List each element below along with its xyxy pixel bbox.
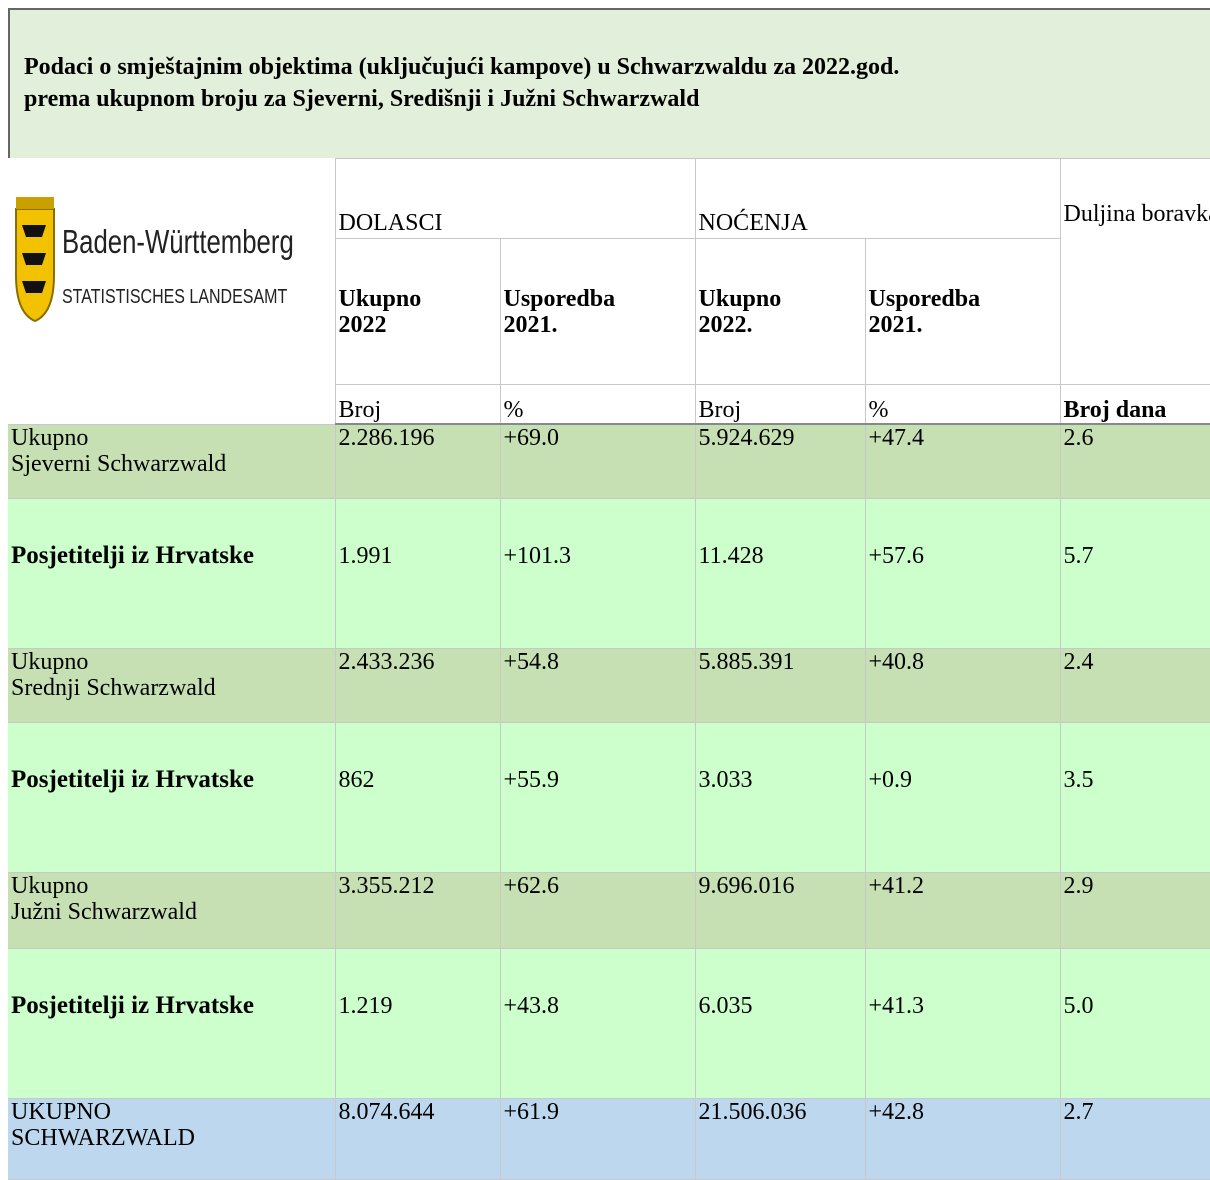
text-line: Posjetitelji iz Hrvatske: [11, 542, 254, 569]
text-line: SCHWARZWALD: [11, 1125, 195, 1151]
value-cell: +43.8: [499, 948, 696, 1099]
value-cell: +62.6: [499, 872, 696, 949]
value-cell: +40.8: [864, 648, 1061, 723]
value-cell: 2.286.196: [334, 423, 501, 499]
text-line: Posjetitelji iz Hrvatske: [11, 766, 254, 793]
value-cell: 1.219: [334, 948, 501, 1099]
row-label: Posjetitelji iz Hrvatske: [8, 948, 336, 1099]
value-cell: 3.5: [1059, 722, 1210, 873]
text-line: Sjeverni Schwarzwald: [11, 450, 227, 477]
data-row: Posjetitelji iz Hrvatske 862 +55.9 3.033 +0.…: [8, 722, 1210, 873]
column-header: Ukupno 2022.: [694, 238, 866, 385]
row-label: Ukupno Sjeverni Schwarzwald: [8, 423, 336, 499]
unit-cell: %: [864, 384, 1061, 425]
title-box: Podaci o smještajnim objektima (uključuj…: [8, 8, 1210, 158]
value-cell: 2.4: [1059, 648, 1210, 723]
data-row: Ukupno Srednji Schwarzwald 2.433.236 +54.8 5…: [8, 648, 1210, 723]
data-row: Ukupno Južni Schwarzwald 3.355.212 +62.6 9.6…: [8, 872, 1210, 949]
value-cell: 8.074.644: [334, 1098, 501, 1180]
data-table: Baden-Württemberg STATISTISCHES LANDESAMT…: [8, 158, 1210, 1180]
value-cell: 9.696.016: [694, 872, 866, 949]
value-cell: 5.0: [1059, 948, 1210, 1099]
unit-cell: Broj dana: [1059, 384, 1210, 425]
value-cell: 1.991: [334, 498, 501, 649]
row-label: Ukupno Južni Schwarzwald: [8, 872, 336, 949]
row-label: Posjetitelji iz Hrvatske: [8, 498, 336, 649]
group-header: DOLASCI: [334, 158, 696, 239]
value-cell: 21.506.036: [694, 1098, 866, 1180]
text-line: Usporedba: [503, 285, 616, 312]
data-row: Ukupno Sjeverni Schwarzwald 2.286.196 +69.0…: [8, 423, 1210, 499]
value-cell: +55.9: [499, 722, 696, 873]
value-cell: +42.8: [864, 1098, 1061, 1180]
data-row: Posjetitelji iz Hrvatske 1.991 +101.3 11.42…: [8, 498, 1210, 649]
text-line: Ukupno: [11, 424, 89, 451]
value-cell: +57.6: [864, 498, 1061, 649]
data-row: Posjetitelji iz Hrvatske 1.219 +43.8 6.035 +…: [8, 948, 1210, 1099]
value-cell: 2.433.236: [334, 648, 501, 723]
value-cell: 2.6: [1059, 423, 1210, 499]
value-cell: +41.2: [864, 872, 1061, 949]
value-cell: 5.885.391: [694, 648, 866, 723]
value-cell: 11.428: [694, 498, 866, 649]
group-header: NOĆENJA: [694, 158, 1061, 239]
value-cell: +47.4: [864, 423, 1061, 499]
value-cell: +41.3: [864, 948, 1061, 1099]
text-line: 2022: [338, 311, 387, 338]
value-cell: +0.9: [864, 722, 1061, 873]
value-cell: 6.035: [694, 948, 866, 1099]
logo-cell: Baden-Württemberg STATISTISCHES LANDESAMT: [8, 158, 336, 425]
value-cell: 2.7: [1059, 1098, 1210, 1180]
logo-subtitle: STATISTISCHES LANDESAMT: [62, 285, 288, 308]
data-row: UKUPNO SCHWARZWALD 8.074.644 +61.9 21.506.03…: [8, 1098, 1210, 1180]
value-cell: 5.924.629: [694, 423, 866, 499]
text-line: 2021.: [868, 311, 923, 338]
column-header: Ukupno 2022: [334, 238, 501, 385]
text-line: Srednji Schwarzwald: [11, 675, 216, 701]
unit-cell: Broj: [334, 384, 501, 425]
text-line: Južni Schwarzwald: [11, 899, 197, 925]
text-line: Usporedba: [868, 285, 981, 312]
text-line: Posjetitelji iz Hrvatske: [11, 992, 254, 1019]
text-line: Ukupno: [338, 285, 422, 312]
value-cell: +54.8: [499, 648, 696, 723]
text-line: Ukupno: [11, 873, 89, 900]
group-header: Duljina boravka: [1059, 158, 1210, 385]
row-label: Posjetitelji iz Hrvatske: [8, 722, 336, 873]
value-cell: 2.9: [1059, 872, 1210, 949]
logo-name: Baden-Württemberg: [62, 222, 294, 260]
text-line: Ukupno: [11, 649, 89, 676]
text-line: 2021.: [503, 311, 558, 338]
text-line: UKUPNO: [11, 1099, 112, 1126]
title-line: prema ukupnom broju za Sjeverni, Središn…: [24, 86, 700, 112]
value-cell: 3.355.212: [334, 872, 501, 949]
value-cell: +69.0: [499, 423, 696, 499]
column-header: Usporedba 2021.: [499, 238, 696, 385]
row-label: UKUPNO SCHWARZWALD: [8, 1098, 336, 1180]
header-row: Baden-Württemberg STATISTISCHES LANDESAMT…: [8, 158, 1210, 425]
row-label: Ukupno Srednji Schwarzwald: [8, 648, 336, 723]
title-line: Podaci o smještajnim objektima (uključuj…: [24, 54, 900, 80]
column-header: Usporedba 2021.: [864, 238, 1061, 385]
text-line: 2022.: [698, 311, 753, 338]
value-cell: +61.9: [499, 1098, 696, 1180]
value-cell: 862: [334, 722, 501, 873]
text-line: Ukupno: [698, 285, 782, 312]
unit-cell: Broj: [694, 384, 866, 425]
value-cell: 5.7: [1059, 498, 1210, 649]
logo-shield: [15, 196, 55, 322]
value-cell: 3.033: [694, 722, 866, 873]
unit-cell: %: [499, 384, 696, 425]
value-cell: +101.3: [499, 498, 696, 649]
header-row: Ukupno 2022 Usporedba 2021. Ukupno 2022. Uspor…: [8, 238, 1210, 385]
units-row: Broj% Broj% Broj dana: [8, 384, 1210, 425]
